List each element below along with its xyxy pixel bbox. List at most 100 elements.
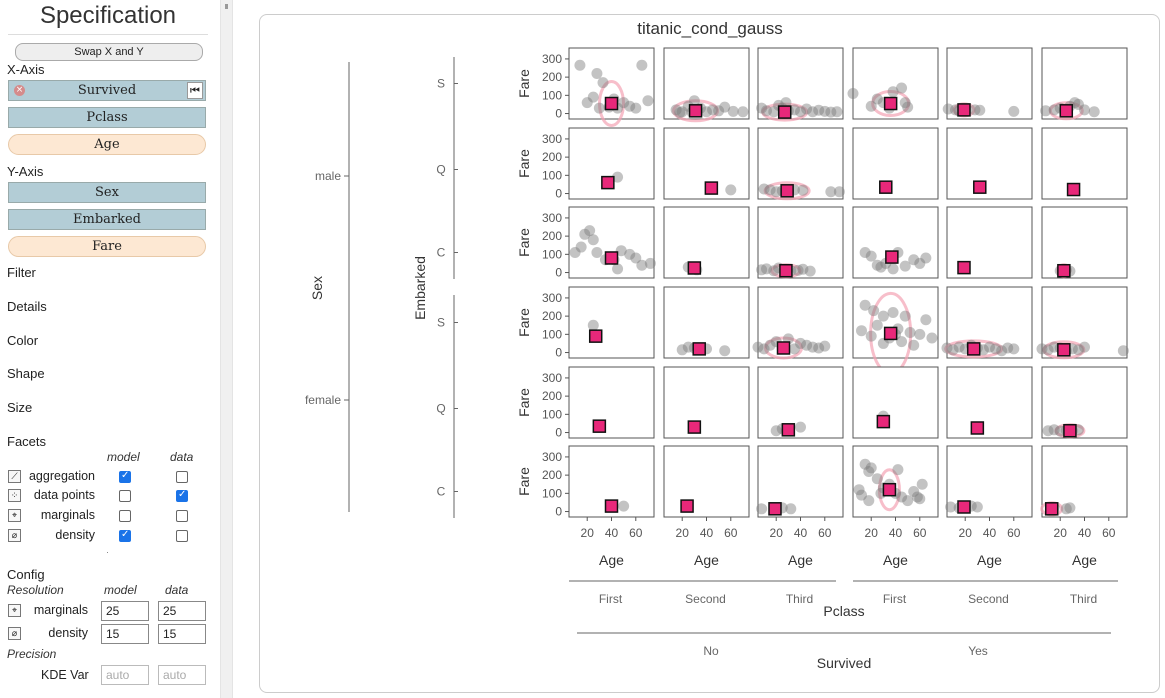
y-tick-label: 100 — [542, 247, 562, 261]
data-point — [947, 344, 959, 356]
data-point — [911, 491, 923, 503]
pclass-label: First — [599, 592, 623, 606]
data-point — [795, 106, 806, 118]
remove-icon[interactable]: × — [14, 85, 25, 96]
y-tick-label: 0 — [555, 187, 562, 201]
data-point — [892, 464, 904, 476]
data-point — [920, 252, 932, 264]
data-point — [942, 103, 954, 115]
y-axis-label: Fare — [516, 467, 532, 496]
x-tick-label: 60 — [913, 526, 927, 540]
data-point — [875, 261, 887, 273]
kde-data-input[interactable]: auto — [158, 665, 206, 685]
data-point — [719, 345, 731, 357]
data-point — [1088, 106, 1100, 118]
facet-cell — [568, 286, 655, 359]
size-shelf[interactable]: Size — [7, 400, 33, 415]
data-point — [971, 501, 983, 513]
swap-xy-button[interactable]: Swap X and Y — [15, 43, 203, 61]
data-point — [990, 343, 1002, 355]
data-point — [863, 495, 875, 507]
aggregation-marker — [957, 500, 971, 514]
data-point — [795, 337, 806, 349]
data-point — [587, 234, 599, 246]
x-field-pclass[interactable]: Pclass — [8, 107, 206, 128]
shape-shelf[interactable]: Shape — [7, 366, 45, 381]
data-point — [587, 319, 599, 331]
aggregation-marker — [1057, 343, 1071, 357]
y-tick-label: 200 — [542, 309, 562, 323]
x-tick-label: 40 — [983, 526, 997, 540]
facet-label-aggregation: aggregation — [28, 469, 95, 483]
embarked-axis-title: Embarked — [412, 256, 428, 320]
filter-shelf[interactable]: Filter — [7, 265, 36, 280]
y-tick-label: 0 — [555, 266, 562, 280]
data-point — [795, 421, 806, 433]
density-resolution-label: density — [48, 626, 88, 640]
kde-model-input[interactable]: auto — [101, 665, 149, 685]
facet-cell — [852, 286, 939, 359]
density-contour — [763, 181, 811, 201]
marginals-data-resolution-input[interactable]: 25 — [158, 601, 206, 621]
resolution-data-header: data — [165, 583, 189, 597]
data-point — [615, 245, 627, 257]
y-field-embarked[interactable]: Embarked — [8, 209, 206, 230]
facet-cell — [663, 206, 750, 279]
facet-aggregation-data-checkbox[interactable] — [176, 471, 188, 483]
data-point — [636, 59, 648, 71]
resizer-grip-icon[interactable] — [225, 4, 228, 9]
marginals-model-resolution-input[interactable]: 25 — [101, 601, 149, 621]
data-point — [807, 341, 819, 353]
aggregation-marker — [779, 263, 793, 278]
panel-resizer[interactable] — [220, 0, 233, 698]
data-point — [581, 97, 593, 109]
density-model-resolution-input[interactable]: 15 — [101, 624, 149, 644]
data-point — [908, 339, 920, 351]
data-point — [896, 491, 908, 503]
aggregation-marker — [957, 260, 971, 275]
data-point — [801, 103, 813, 115]
aggregation-marker — [601, 175, 615, 190]
pclass-label: First — [883, 592, 907, 606]
details-shelf[interactable]: Details — [7, 299, 47, 314]
aggregation-marker — [687, 261, 702, 275]
x-field-age[interactable]: Age — [8, 134, 206, 155]
facet-label-data-points: data points — [33, 488, 95, 502]
facet-density-data-checkbox[interactable] — [176, 530, 188, 542]
visualization-panel — [259, 14, 1160, 693]
facet-marginals-model-checkbox[interactable] — [119, 510, 131, 522]
facet-cell — [946, 127, 1033, 200]
data-point — [887, 306, 899, 318]
aggregation-marker — [973, 180, 987, 194]
aggregation-marker — [883, 96, 898, 111]
data-point — [865, 250, 877, 262]
collapse-toggle-icon[interactable]: ⏮ — [187, 82, 203, 99]
y-tick-label: 100 — [542, 168, 562, 182]
data-point — [618, 97, 630, 109]
facet-cell — [757, 206, 844, 279]
sex-label: male — [315, 169, 341, 183]
data-point — [785, 503, 797, 515]
data-point — [624, 100, 636, 112]
y-field-sex[interactable]: Sex — [8, 182, 206, 203]
y-tick-label: 200 — [542, 229, 562, 243]
facet-aggregation-model-checkbox[interactable] — [119, 470, 131, 483]
data-point — [865, 462, 877, 474]
facet-marginals-data-checkbox[interactable] — [176, 510, 188, 522]
x-field-survived[interactable]: × Survived ⏮ — [8, 80, 206, 101]
density-data-resolution-input[interactable]: 15 — [158, 624, 206, 644]
facet-cell — [663, 445, 750, 518]
facet-data-points-data-checkbox[interactable] — [176, 489, 188, 502]
data-point — [764, 184, 776, 196]
aggregation-marker — [780, 184, 794, 198]
data-point — [1008, 343, 1020, 355]
x-tick-label: 20 — [581, 526, 595, 540]
facet-data-points-model-checkbox[interactable] — [119, 490, 131, 502]
aggregation-marker — [604, 96, 619, 111]
y-field-fare[interactable]: Fare — [8, 236, 206, 257]
data-point — [914, 493, 926, 505]
facet-cell — [663, 286, 750, 359]
x-tick-label: 20 — [770, 526, 784, 540]
color-shelf[interactable]: Color — [7, 333, 39, 348]
facet-density-model-checkbox[interactable] — [119, 529, 131, 542]
